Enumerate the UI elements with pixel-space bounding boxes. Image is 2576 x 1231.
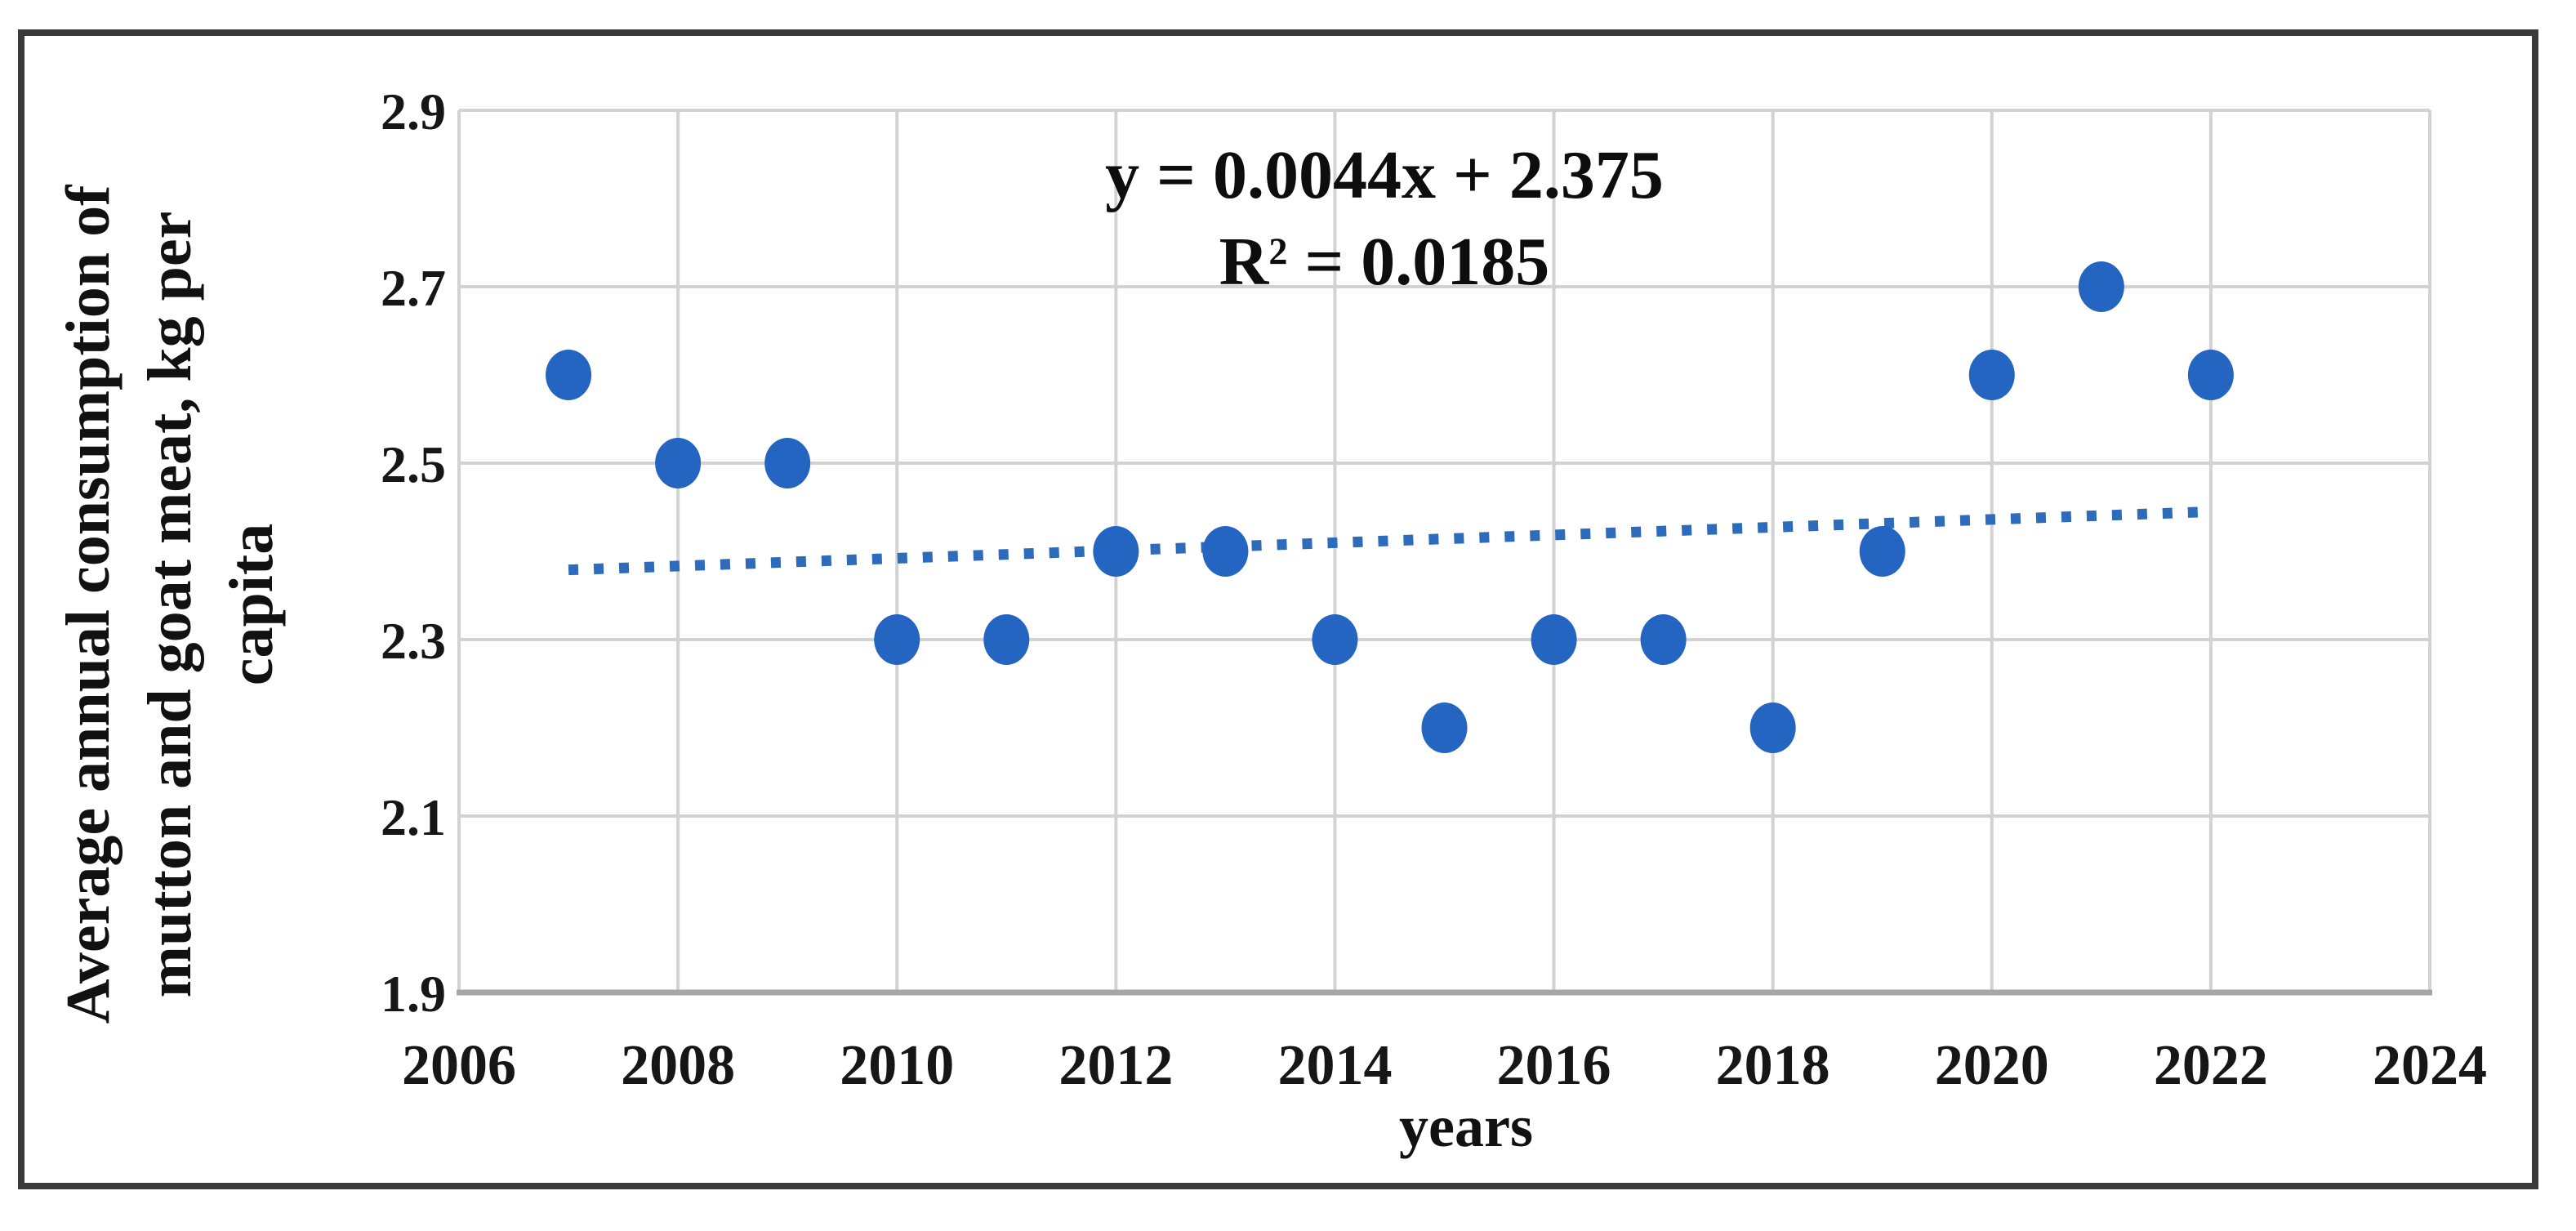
data-point [1640, 614, 1687, 665]
data-point [1749, 702, 1796, 753]
trendline [568, 506, 2212, 576]
x-tick-label: 2006 [402, 1034, 516, 1097]
data-point [2187, 350, 2234, 400]
x-tick-label: 2020 [1935, 1034, 2049, 1097]
x-axis-title: years [1399, 1094, 1533, 1159]
x-tick-label: 2022 [2154, 1034, 2268, 1097]
x-tick-label: 2012 [1058, 1034, 1173, 1097]
x-tick-label: 2010 [840, 1034, 954, 1097]
x-tick-label: 2018 [1716, 1034, 1830, 1097]
data-point [546, 350, 592, 400]
data-point [1421, 702, 1468, 753]
x-tick-label: 2024 [2373, 1034, 2487, 1097]
y-axis-title-line-1: Average annual consumption of [54, 185, 123, 1024]
data-point [655, 438, 702, 488]
y-tick-label: 2.7 [381, 259, 446, 317]
y-tick-label: 2.5 [381, 435, 446, 493]
data-point [2078, 261, 2124, 312]
x-tick-label: 2014 [1277, 1034, 1392, 1097]
data-point [874, 614, 920, 665]
r-squared-value: = 0.0185 [1287, 224, 1550, 300]
x-tick-label: 2016 [1497, 1034, 1611, 1097]
y-axis-title-line-2: mutton and goat meat, kg per [136, 211, 204, 998]
figure-border [18, 29, 2538, 1189]
r-squared-base: R [1219, 224, 1269, 300]
y-tick-label: 2.9 [381, 83, 446, 140]
x-tick-label: 2008 [621, 1034, 735, 1097]
y-tick-label: 2.3 [381, 612, 446, 670]
data-point [983, 614, 1030, 665]
data-point [1093, 526, 1139, 577]
y-tick-label: 1.9 [381, 965, 446, 1023]
data-point [764, 438, 811, 488]
y-tick-label: 2.1 [381, 788, 446, 846]
r-squared-exponent: 2 [1268, 230, 1288, 272]
y-axis-title: Average annual consumption of mutton and… [47, 74, 292, 1135]
data-point [1859, 526, 1905, 577]
data-point [1968, 350, 2015, 400]
trendline-equation-text: y = 0.0044x + 2.375 [1105, 137, 1664, 213]
data-point [1202, 526, 1249, 577]
y-axis-title-line-3: capita [217, 523, 286, 686]
trendline-r-squared-text: R2 = 0.0185 [813, 219, 1956, 315]
data-point [1531, 614, 1577, 665]
data-point [1312, 614, 1358, 665]
trendline-annotation: y = 0.0044x + 2.375 R2 = 0.0185 [813, 132, 1956, 315]
